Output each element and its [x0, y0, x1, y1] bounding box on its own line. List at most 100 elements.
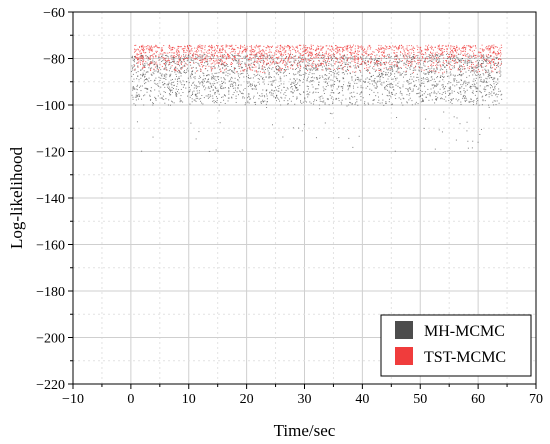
tst-mcmc-point [318, 52, 320, 54]
tst-mcmc-point [309, 48, 311, 50]
tst-mcmc-point [440, 48, 442, 50]
mh-mcmc-point [498, 90, 500, 92]
mh-mcmc-point [391, 86, 393, 88]
mh-mcmc-point [479, 80, 481, 82]
mh-mcmc-point [154, 82, 156, 84]
mh-mcmc-point [455, 139, 457, 141]
mh-mcmc-point [326, 83, 328, 85]
mh-mcmc-point [434, 86, 436, 88]
mh-mcmc-point [431, 60, 433, 62]
mh-mcmc-point [471, 67, 473, 69]
mh-mcmc-point [180, 59, 182, 61]
tst-mcmc-point [303, 46, 305, 48]
tst-mcmc-point [419, 52, 421, 54]
tst-mcmc-point [231, 51, 233, 53]
mh-mcmc-point [149, 55, 151, 57]
tst-mcmc-point [318, 51, 320, 53]
mh-mcmc-point [318, 104, 320, 106]
tst-mcmc-point [201, 45, 203, 47]
tst-mcmc-point [362, 61, 364, 63]
tst-mcmc-point [278, 50, 280, 52]
mh-mcmc-point [228, 91, 230, 93]
mh-mcmc-point [490, 87, 492, 89]
tst-mcmc-point [243, 69, 245, 71]
mh-mcmc-point [405, 71, 407, 73]
tst-mcmc-point [209, 57, 211, 59]
mh-mcmc-point [213, 65, 215, 67]
tst-mcmc-point [193, 52, 195, 54]
mh-mcmc-point [257, 57, 259, 59]
tst-mcmc-point [463, 66, 465, 68]
tst-mcmc-point [375, 49, 377, 51]
mh-mcmc-point [228, 93, 230, 95]
mh-mcmc-point [334, 70, 336, 72]
mh-mcmc-point [204, 78, 206, 80]
mh-mcmc-point [312, 86, 314, 88]
mh-mcmc-point [340, 86, 342, 88]
tst-mcmc-point [314, 57, 316, 59]
mh-mcmc-point [443, 76, 445, 78]
tst-mcmc-point [409, 60, 411, 62]
tst-mcmc-point [369, 48, 371, 50]
tst-mcmc-point [439, 48, 441, 50]
mh-mcmc-point [292, 73, 294, 75]
mh-mcmc-point [348, 87, 350, 89]
mh-mcmc-point [390, 69, 392, 71]
mh-mcmc-point [476, 90, 478, 92]
tst-mcmc-point [136, 53, 138, 55]
mh-mcmc-point [426, 56, 428, 58]
tst-mcmc-point [388, 67, 390, 69]
mh-mcmc-point [401, 94, 403, 96]
mh-mcmc-point [298, 71, 300, 73]
tst-mcmc-point [262, 71, 264, 73]
tst-mcmc-point [278, 56, 280, 58]
mh-mcmc-point [389, 61, 391, 63]
tst-mcmc-point [219, 48, 221, 50]
tst-mcmc-point [475, 56, 477, 58]
mh-mcmc-point [194, 99, 196, 101]
mh-mcmc-point [458, 66, 460, 68]
mh-mcmc-point [500, 74, 502, 76]
mh-mcmc-point [417, 56, 419, 58]
tst-mcmc-point [329, 61, 331, 63]
mh-mcmc-point [133, 78, 135, 80]
mh-mcmc-point [330, 68, 332, 70]
mh-mcmc-point [241, 92, 243, 94]
mh-mcmc-point [260, 101, 262, 103]
tst-mcmc-point [376, 62, 378, 64]
tst-mcmc-point [473, 49, 475, 51]
tst-mcmc-point [388, 45, 390, 47]
tst-mcmc-point [232, 59, 234, 61]
tst-mcmc-point [438, 44, 440, 46]
mh-mcmc-point [155, 83, 157, 85]
tst-mcmc-point [191, 47, 193, 49]
mh-mcmc-point [279, 76, 281, 78]
mh-mcmc-point [434, 81, 436, 83]
tst-mcmc-point [155, 44, 157, 46]
tst-mcmc-point [150, 46, 152, 48]
mh-mcmc-point [458, 87, 460, 89]
mh-mcmc-point [319, 62, 321, 64]
mh-mcmc-point [267, 83, 269, 85]
mh-mcmc-point [197, 62, 199, 64]
tst-mcmc-point [176, 51, 178, 53]
mh-mcmc-point [476, 74, 478, 76]
tst-mcmc-point [457, 53, 459, 55]
mh-mcmc-point [180, 75, 182, 77]
mh-mcmc-point [306, 80, 308, 82]
mh-mcmc-point [278, 65, 280, 67]
tst-mcmc-point [201, 59, 203, 61]
tst-mcmc-point [244, 47, 246, 49]
mh-mcmc-point [328, 76, 330, 78]
mh-mcmc-point [247, 82, 249, 84]
mh-mcmc-point [388, 101, 390, 103]
mh-mcmc-point [238, 67, 240, 69]
tst-mcmc-point [151, 55, 153, 57]
tst-mcmc-point [319, 64, 321, 66]
mh-mcmc-point [307, 96, 309, 98]
tst-mcmc-point [409, 57, 411, 59]
mh-mcmc-point [326, 78, 328, 80]
tst-mcmc-point [461, 48, 463, 50]
mh-mcmc-point [484, 100, 486, 102]
tst-mcmc-point [325, 63, 327, 65]
